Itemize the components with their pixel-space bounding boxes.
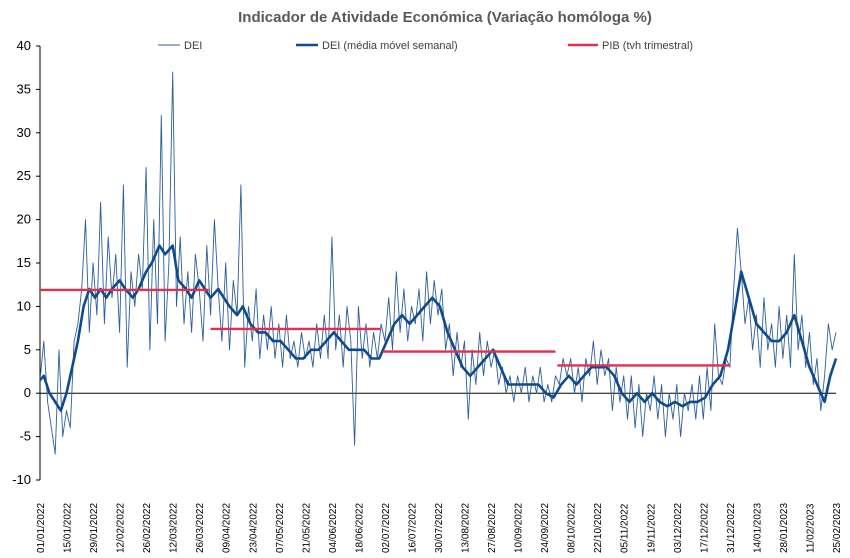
x-tick-label: 28/01/2023 [779,503,790,553]
legend-label: PIB (tvh trimestral) [602,40,693,52]
y-tick-label: 10 [17,298,31,313]
x-tick-label: 23/04/2022 [248,503,259,553]
x-tick-label: 02/07/2022 [381,503,392,553]
x-tick-label: 01/01/2022 [36,503,47,553]
x-tick-label: 11/02/2023 [805,503,816,553]
x-tick-label: 07/05/2022 [275,503,286,553]
y-tick-label: 20 [17,212,31,227]
x-tick-label: 17/12/2022 [699,503,710,553]
y-tick-label: 5 [24,342,31,357]
x-tick-label: 29/01/2022 [89,503,100,553]
y-tick-label: 15 [17,255,31,270]
y-tick-label: 25 [17,168,31,183]
x-tick-label: 31/12/2022 [726,503,737,553]
x-tick-label: 04/06/2022 [328,503,339,553]
x-tick-label: 22/10/2022 [593,503,604,553]
x-tick-label: 13/08/2022 [461,503,472,553]
x-tick-label: 18/06/2022 [354,503,365,553]
x-tick-label: 25/02/2023 [832,503,843,553]
x-tick-label: 30/07/2022 [434,503,445,553]
x-tick-label: 03/12/2022 [673,503,684,553]
dei-weekly-moving-average-line [39,244,838,412]
y-tick-label: -5 [19,429,31,444]
y-tick-label: 0 [24,385,31,400]
x-tick-label: 12/03/2022 [169,503,180,553]
x-tick-label: 27/08/2022 [487,503,498,553]
x-tick-label: 19/11/2022 [646,503,657,553]
y-tick-label: -10 [12,472,31,487]
x-tick-label: 24/09/2022 [540,503,551,553]
y-tick-label: 40 [17,38,31,53]
y-tick-label: 35 [17,81,31,96]
y-tick-label: 30 [17,125,31,140]
x-tick-label: 15/01/2022 [63,503,74,553]
x-tick-label: 09/04/2022 [222,503,233,553]
x-tick-label: 14/01/2023 [752,503,763,553]
x-tick-label: 21/05/2022 [301,503,312,553]
legend-label: DEI (média móvel semanal) [322,40,458,52]
x-tick-label: 26/03/2022 [195,503,206,553]
dei-daily-line [39,71,837,455]
x-tick-label: 12/02/2022 [116,503,127,553]
x-tick-label: 16/07/2022 [407,503,418,553]
chart-title: Indicador de Atividade Económica (Variaç… [238,9,652,26]
legend-label: DEI [184,40,202,52]
x-tick-label: 26/02/2022 [142,503,153,553]
x-tick-label: 08/10/2022 [567,503,578,553]
x-tick-label: 05/11/2022 [620,503,631,553]
x-tick-label: 10/09/2022 [514,503,525,553]
